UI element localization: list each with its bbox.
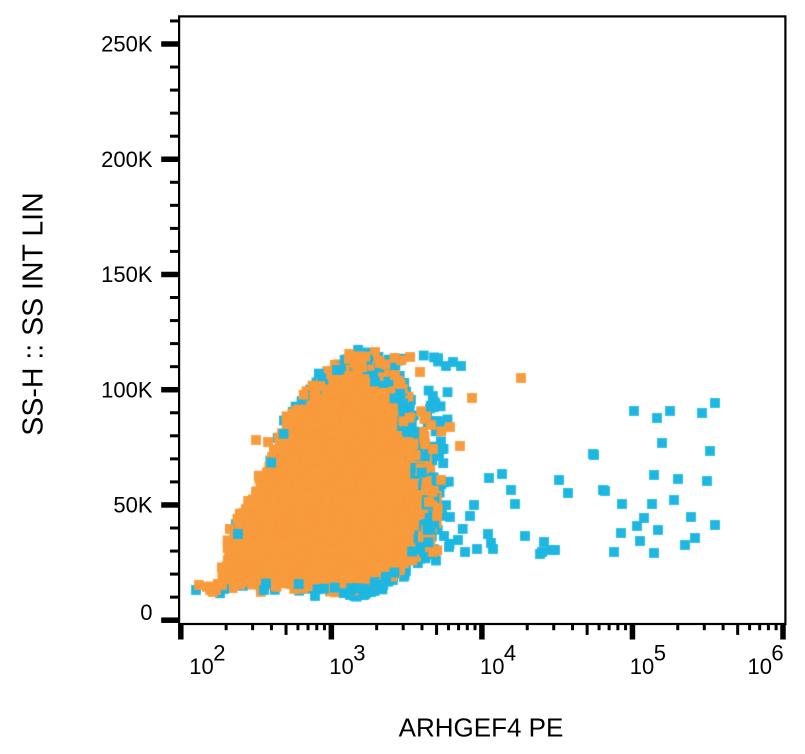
svg-text:250K: 250K: [101, 32, 153, 57]
svg-text:ARHGEF4 PE: ARHGEF4 PE: [399, 712, 564, 742]
svg-text:10: 10: [480, 654, 504, 679]
svg-text:200K: 200K: [101, 147, 153, 172]
svg-text:0: 0: [140, 600, 152, 625]
svg-text:3: 3: [353, 641, 365, 666]
svg-text:100K: 100K: [101, 377, 153, 402]
svg-text:10: 10: [329, 654, 353, 679]
svg-text:10: 10: [189, 654, 213, 679]
svg-text:5: 5: [654, 641, 666, 666]
svg-text:10: 10: [630, 654, 654, 679]
svg-text:SS-H :: SS INT LIN: SS-H :: SS INT LIN: [18, 192, 50, 435]
svg-text:50K: 50K: [113, 493, 152, 518]
svg-text:10: 10: [748, 654, 772, 679]
svg-text:4: 4: [504, 641, 516, 666]
svg-text:150K: 150K: [101, 262, 153, 287]
svg-text:6: 6: [771, 641, 783, 666]
svg-text:2: 2: [213, 641, 225, 666]
